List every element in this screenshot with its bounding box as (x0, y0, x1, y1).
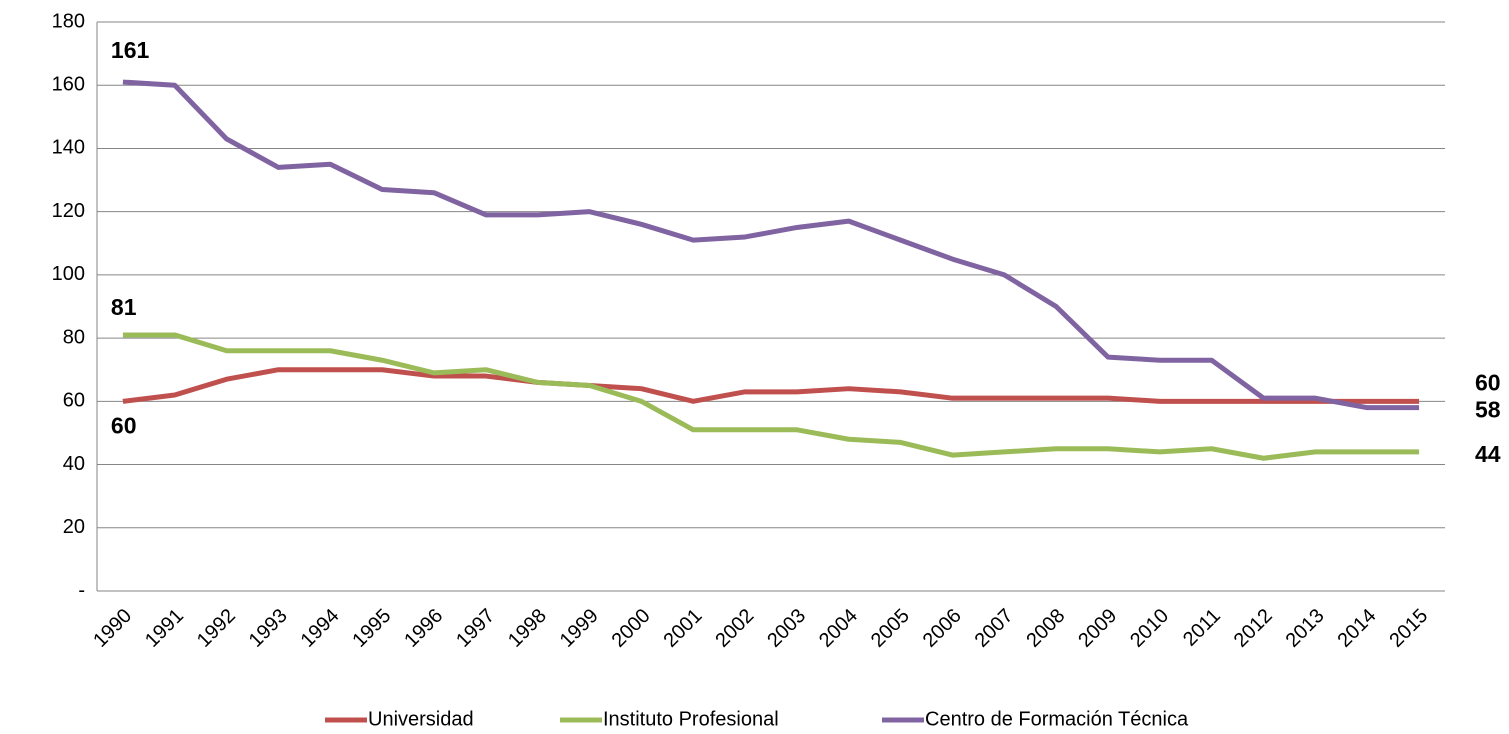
series-line (122, 367, 1420, 404)
x-tick-label: 2011 (1179, 605, 1225, 651)
x-tick-label: 2008 (1022, 605, 1069, 652)
x-tick-label: 2000 (608, 605, 655, 652)
x-tick-label: 2012 (1230, 605, 1277, 652)
legend-label: Instituto Profesional (603, 708, 779, 730)
x-tick-label: 1997 (452, 605, 499, 652)
x-tick-label: 1994 (297, 605, 344, 652)
y-tick-label: 140 (52, 137, 85, 159)
x-tick-label: 2002 (711, 605, 758, 652)
x-tick-label: 1995 (348, 605, 395, 652)
x-tick-label: 2013 (1282, 605, 1329, 652)
x-tick-label: 1996 (400, 605, 447, 652)
x-tick-label: 1999 (556, 605, 603, 652)
x-tick-label: 1990 (89, 605, 136, 652)
y-tick-label: 60 (63, 390, 85, 412)
data-label: 161 (111, 37, 150, 63)
x-tick-label: 2004 (815, 605, 862, 652)
x-tick-label: 2001 (659, 605, 706, 652)
x-tick-label: 2014 (1333, 605, 1380, 652)
series-line (122, 79, 1420, 411)
x-tick-label: 2007 (971, 605, 1018, 652)
data-label: 81 (111, 294, 137, 320)
x-tick-label: 1993 (245, 605, 292, 652)
x-tick-label: 2003 (763, 605, 810, 652)
x-tick-label: 2009 (1074, 605, 1121, 652)
y-tick-label: 120 (52, 200, 85, 222)
y-tick-label: 40 (63, 453, 85, 475)
x-tick-label: 1992 (193, 605, 240, 652)
legend-label: Centro de Formación Técnica (925, 708, 1189, 730)
y-tick-label: - (78, 579, 85, 601)
data-label: 58 (1475, 397, 1501, 423)
series-line (122, 332, 1420, 461)
y-tick-label: 180 (52, 10, 85, 32)
y-tick-label: 20 (63, 516, 85, 538)
x-tick-label: 1998 (504, 605, 551, 652)
x-tick-label: 2006 (919, 605, 966, 652)
x-tick-label: 2010 (1126, 605, 1173, 652)
data-label: 60 (111, 412, 137, 438)
y-tick-label: 160 (52, 74, 85, 96)
x-tick-label: 2015 (1385, 605, 1432, 652)
y-tick-label: 80 (63, 326, 85, 348)
y-tick-label: 100 (52, 263, 85, 285)
data-label: 60 (1475, 369, 1501, 395)
legend-label: Universidad (368, 708, 474, 730)
x-tick-label: 2005 (867, 605, 914, 652)
x-tick-label: 1991 (141, 605, 188, 652)
data-label: 44 (1475, 441, 1501, 467)
